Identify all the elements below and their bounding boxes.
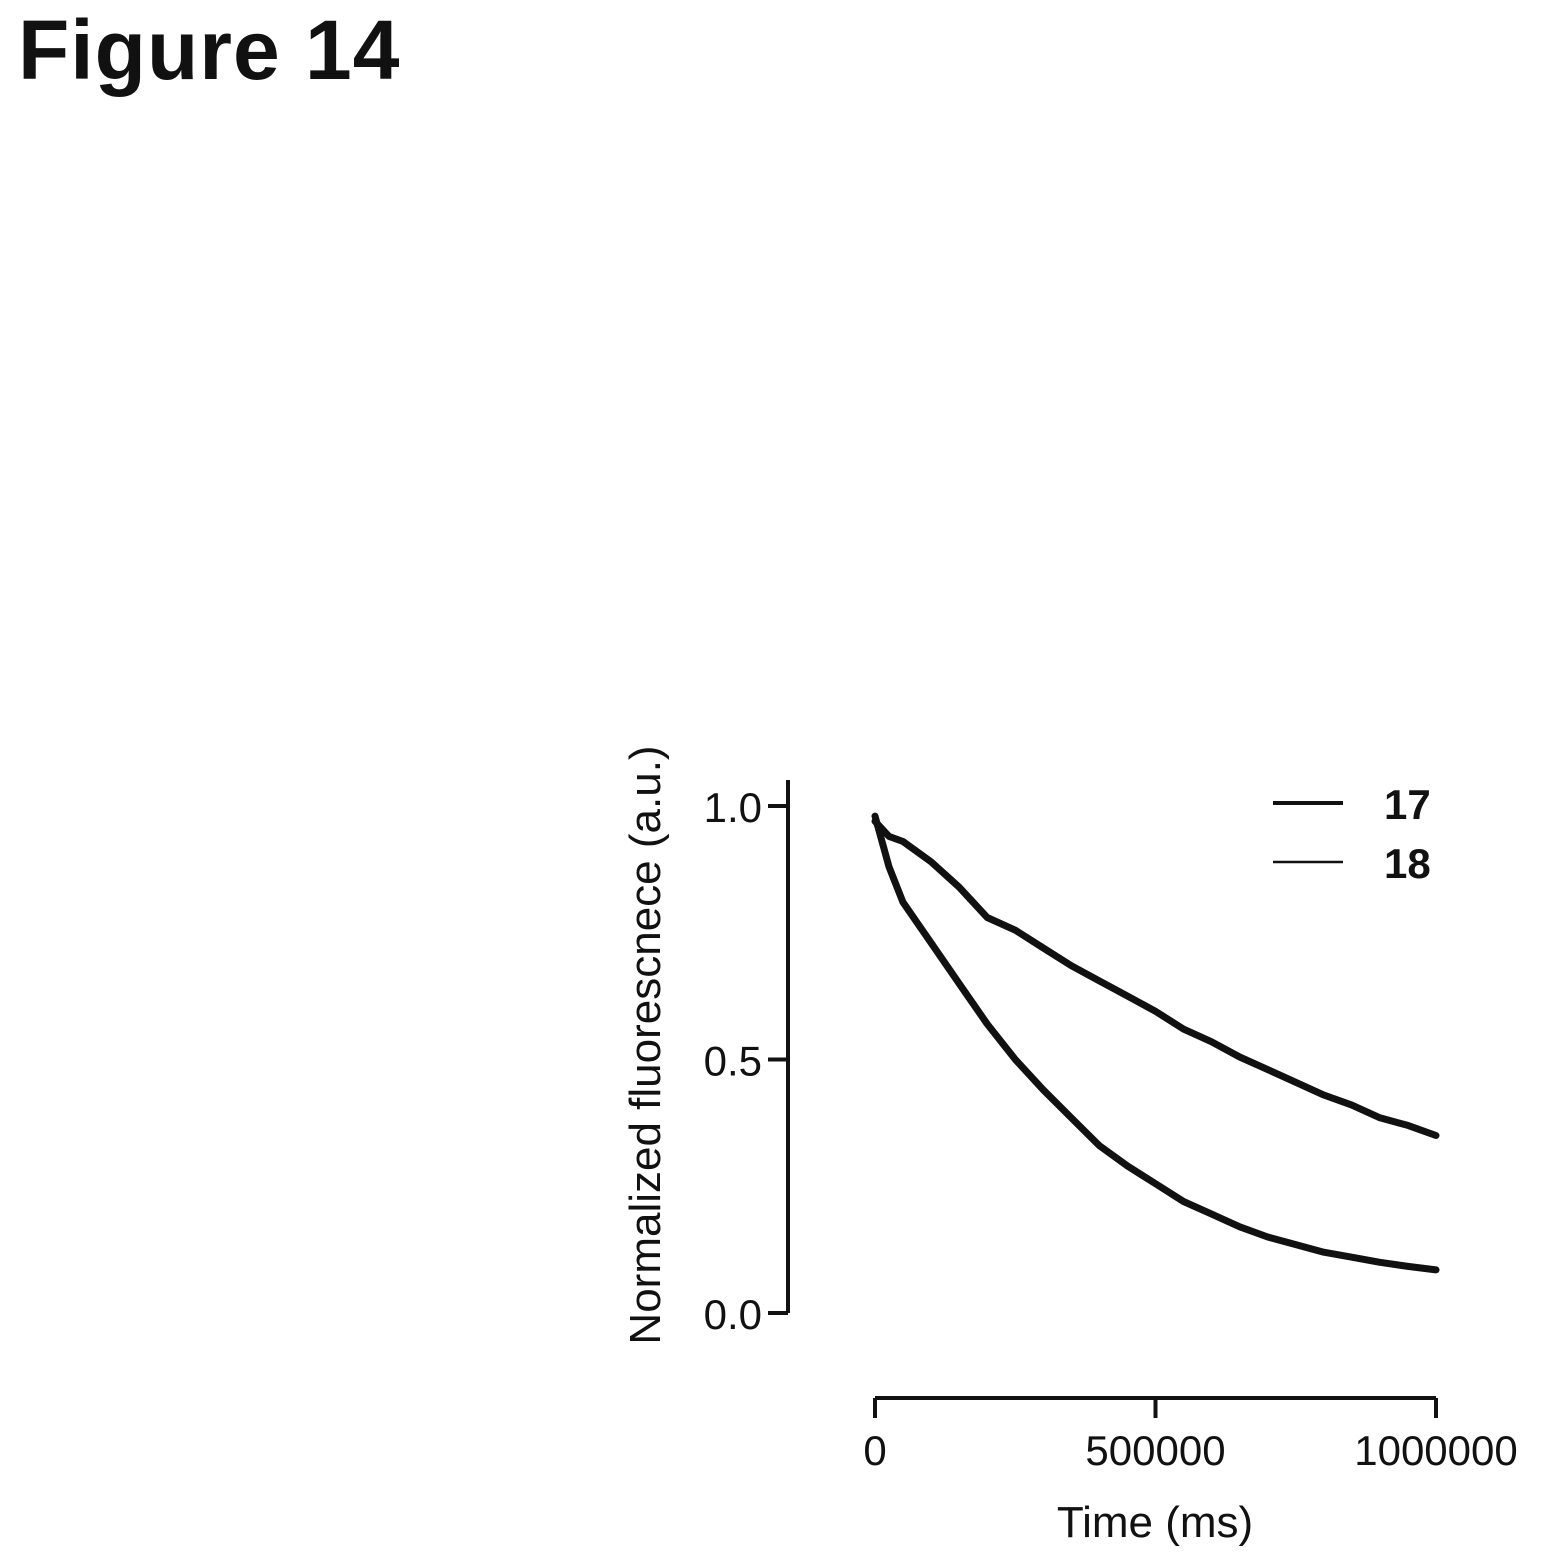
x-tick-label: 0 <box>863 1427 886 1474</box>
y-tick-label: 0.0 <box>704 1291 762 1338</box>
series-layer <box>871 812 1440 1274</box>
series-line-17 <box>871 817 1440 1139</box>
x-axis-label: Time (ms) <box>1057 1498 1253 1547</box>
series-line-18 <box>871 812 1440 1274</box>
x-tick-label: 500000 <box>1085 1427 1225 1474</box>
y-axis: 0.0 0.5 1.0 <box>704 780 790 1338</box>
x-tick-label: 1000000 <box>1354 1427 1518 1474</box>
x-axis: 0 500000 1000000 <box>863 1396 1518 1474</box>
legend-label: 18 <box>1384 840 1431 887</box>
y-axis-label: Normalized fluorescnece (a.u.) <box>621 745 670 1344</box>
legend-label: 17 <box>1384 781 1431 828</box>
figure-title: Figure 14 <box>18 3 401 97</box>
y-tick-label: 1.0 <box>704 784 762 831</box>
y-tick-label: 0.5 <box>704 1038 762 1085</box>
